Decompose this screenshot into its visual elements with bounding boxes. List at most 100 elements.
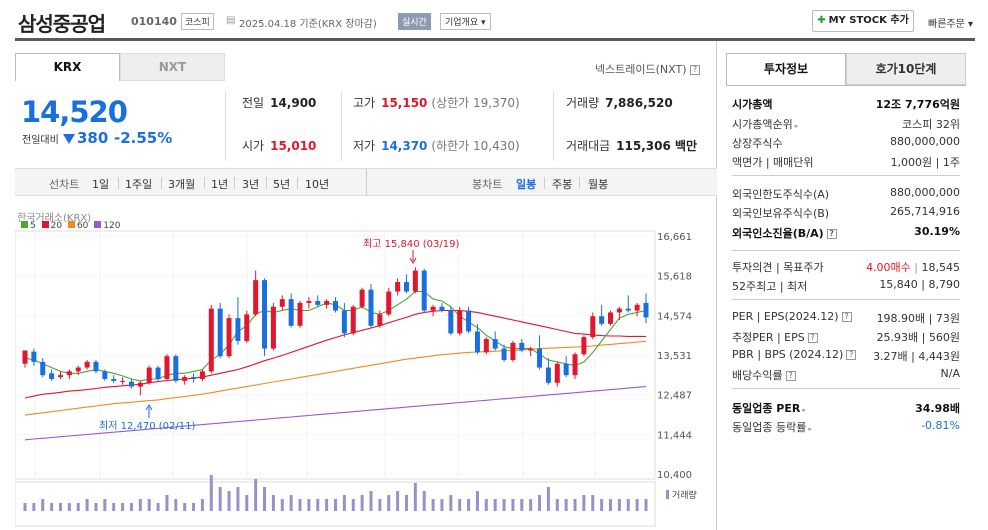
price-chart[interactable]: 한국거래소(KRX) 5 20 60 120 16,661 15,618 14,57… [15,201,717,530]
period-bar: 선차트 1일 1주일 3개월 1년 3년 5년 10년 봉차트 일봉 주봉 월봉 [15,168,717,196]
y-tick-label: 13,531 [657,351,692,362]
volume-bar [50,503,54,511]
volume-bar [112,503,116,511]
candle-body [590,316,596,338]
market-tabs: KRX NXT [15,53,225,81]
volume-bar [183,503,187,511]
candle-body [288,299,294,326]
period-3m[interactable]: 3개월 [168,178,196,191]
candle-body [457,310,463,334]
candlestick-chart: 16,661 15,618 14,574 13,531 12,487 11,444 10,4… [15,230,697,527]
volume-bar [23,503,27,511]
candle-body [572,354,578,376]
info-section-divider [732,175,960,176]
candle-body [84,361,90,368]
candle-body [537,348,543,368]
candle-body [377,314,383,326]
divider [266,177,267,189]
candle-monthly[interactable]: 월봉 [588,178,609,191]
volume-bar [334,499,337,511]
info-row[interactable]: 동일업종 등락률 ▸ -0.81% [732,419,960,437]
volume-bar [360,495,364,511]
nextrade-link[interactable]: 넥스트레이드(NXT) ? [595,61,700,77]
candle-weekly[interactable]: 주봉 [552,178,573,191]
add-my-stock-button[interactable]: ✚ MY STOCK 추가 [812,10,914,32]
info-row: 투자의견 | 목표주가 4.00매수 | 18,545 [732,259,960,277]
info-row[interactable]: 동일업종 PER ▸ 34.98배 [732,400,960,418]
volume-bar [467,499,471,511]
help-icon[interactable]: ? [785,371,796,381]
volume-label: 거래량 [566,96,600,110]
candle-body [545,367,551,383]
tab-nxt[interactable]: NXT [120,53,225,81]
info-row: PBR | BPS (2024.12)? 3.27배 | 4,443원 [732,348,960,366]
quote-divider [341,91,342,161]
volume-bar [582,495,586,511]
period-1y[interactable]: 1년 [211,178,229,191]
candle-body [341,310,347,334]
candle-body [510,342,516,360]
info-row-label: 투자의견 | 목표주가 [732,261,824,274]
quick-order-button[interactable]: 빠른주문 ▾ [928,19,973,30]
info-row: 시가총액 12조 7,776억원 [732,96,960,114]
line-chart-label[interactable]: 선차트 [49,178,80,191]
volume-bar [307,499,311,511]
candle-chart-label[interactable]: 봉차트 [472,178,503,191]
candle-body [235,318,241,341]
info-row-label: 동일업종 등락률 ▸ [732,421,812,434]
period-3y[interactable]: 3년 [242,178,260,191]
candle-body [93,361,99,372]
volume-bar [121,503,125,511]
ma20-swatch [41,221,49,228]
volume-bar [174,499,178,511]
period-10y[interactable]: 10년 [305,178,330,191]
volume-bar [387,495,391,511]
ma-legend: 5 20 60 120 [18,221,120,231]
period-1w[interactable]: 1주일 [125,178,153,191]
ma60-label: 60 [76,221,89,231]
candle-body [403,282,409,292]
help-icon[interactable]: ? [826,229,837,239]
divider [297,177,298,189]
period-5y[interactable]: 5년 [273,178,291,191]
volume-bar [236,487,240,511]
candle-body [350,306,356,334]
info-row-label: 외국인소진율(B/A)? [732,225,837,241]
header-divider [15,38,975,41]
volume-bar [94,503,98,511]
tab-krx[interactable]: KRX [15,53,120,81]
info-row-value: N/A [940,367,960,380]
company-overview-button[interactable]: 기업개요 ▾ [440,13,491,30]
info-row[interactable]: 시가총액순위 ▸ 코스피 32위 [732,116,960,134]
volume-bar [413,483,417,511]
volume-bar [156,503,160,511]
period-1d[interactable]: 1일 [92,178,110,191]
prev-close: 전일 14,900 [242,94,316,111]
candle-body [625,308,631,311]
volume-bar [635,499,639,511]
volume-bar [351,499,355,511]
volume-bar [32,503,36,511]
help-icon[interactable]: ? [846,350,857,360]
info-row: 52주최고 | 최저 15,840 | 8,790 [732,278,960,296]
calendar-icon: ▤ [226,15,236,26]
realtime-badge[interactable]: 실시간 [398,13,431,30]
help-icon[interactable]: ? [807,333,818,343]
tab-invest-info[interactable]: 투자정보 [726,53,846,85]
change-value: 380 [63,129,108,147]
volume-bar [573,499,577,511]
separator: | [910,261,922,274]
help-icon[interactable]: ? [690,65,700,75]
tab-orderbook[interactable]: 호가10단계 [846,53,966,85]
help-icon[interactable]: ? [841,312,852,322]
change-percent: -2.55% [114,129,173,147]
candle-daily[interactable]: 일봉 [516,178,537,191]
volume-bar [546,487,550,511]
opinion-value: 4.00매수 [866,261,911,274]
ma5-label: 5 [30,221,36,231]
stock-name: 삼성중공업 [18,12,106,36]
divider [118,177,119,189]
chart-source-label: 한국거래소(KRX) [17,213,92,224]
volume-bar [325,499,329,511]
candle-body [146,367,152,383]
